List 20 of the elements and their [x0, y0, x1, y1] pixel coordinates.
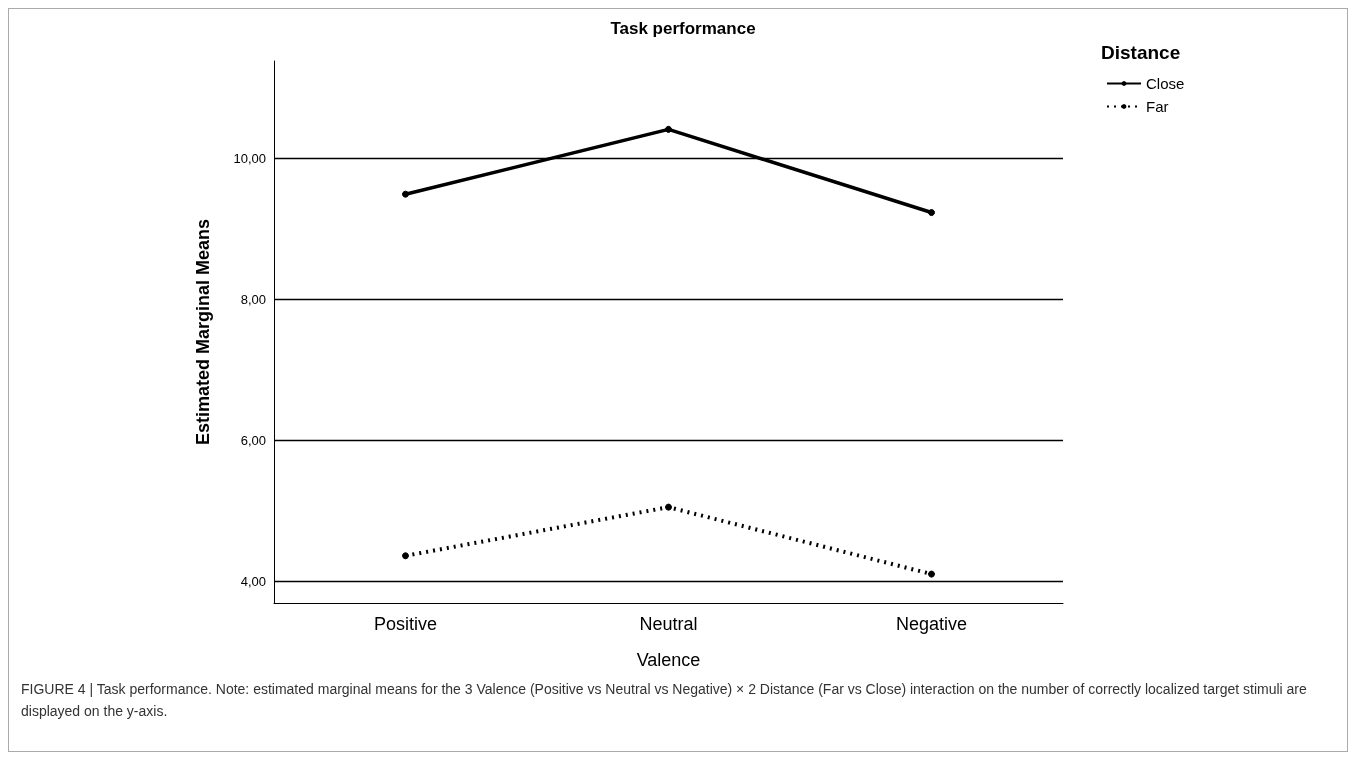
point: [928, 570, 935, 578]
x-tick-label: Negative: [895, 614, 968, 634]
legend-label: Far: [1146, 98, 1169, 115]
y-tick-label: 10,00: [233, 150, 266, 166]
x-tick-label: Positive: [373, 614, 438, 634]
y-tick-label: 4,00: [240, 573, 266, 589]
point: [928, 209, 935, 217]
chart-title: Task performance: [610, 19, 756, 38]
y-tick-label: 6,00: [240, 432, 266, 448]
point: [665, 125, 672, 133]
y-tick-label: 8,00: [240, 291, 266, 307]
point: [665, 503, 672, 511]
y-axis-title: Estimated Marginal Means: [193, 218, 213, 446]
legend-label: Close: [1146, 75, 1185, 92]
caption: FIGURE 4 | Task performance. Note: estimated marginal means for the 3 Valence (Positive vs Neutral vs Negative) × 2 Distance (Far vs Close) interaction on the number of correctly localized target stimuli are displayed on the y-axis.: [20, 680, 1308, 721]
x-axis-title: Valence: [636, 650, 701, 670]
x-tick-label: Neutral: [639, 614, 698, 634]
legend-title: Distance: [1101, 42, 1181, 63]
point: [402, 190, 409, 198]
point: [402, 552, 409, 560]
